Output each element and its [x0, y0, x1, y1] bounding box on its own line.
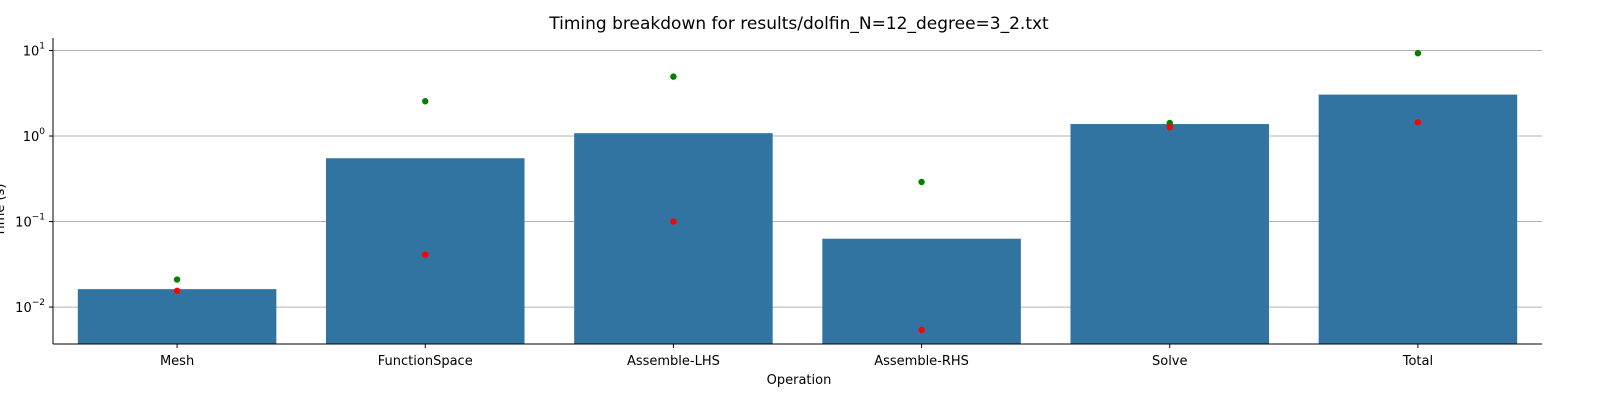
y-axis-label: Time (s) [0, 184, 8, 238]
bar [77, 289, 277, 344]
x-tick-label: Total [1402, 354, 1433, 369]
point [670, 73, 677, 80]
bars [77, 94, 1518, 344]
point [1166, 123, 1173, 131]
point [173, 287, 181, 294]
x-tick-label: Assemble-LHS [627, 354, 720, 369]
grid-lines [53, 49, 1542, 308]
point [422, 251, 429, 258]
x-tick-label: Mesh [160, 354, 194, 369]
x-tick-label: Solve [1152, 354, 1188, 369]
x-tick-label: FunctionSpace [378, 354, 473, 369]
point [1414, 49, 1422, 57]
bar [325, 158, 525, 344]
y-tick-label: 101 [23, 41, 45, 59]
point [173, 276, 181, 283]
bar [1070, 124, 1270, 344]
bar [1318, 94, 1518, 344]
y-tick-label: 100 [23, 127, 46, 145]
data-points [173, 49, 1422, 334]
y-tick-label: 10−1 [15, 213, 45, 231]
point [918, 326, 925, 334]
chart-title: Timing breakdown for results/dolfin_N=12… [548, 14, 1049, 34]
point [918, 178, 925, 186]
bar [574, 133, 773, 344]
point [422, 98, 429, 105]
point [670, 218, 677, 225]
bar [822, 238, 1021, 344]
point [1414, 119, 1422, 126]
x-tick-label: Assemble-RHS [874, 354, 969, 369]
y-tick-label: 10−2 [15, 298, 45, 316]
x-axis-label: Operation [767, 373, 832, 388]
x-ticks: Mesh FunctionSpace Assemble-LHS Assemble-RH… [160, 344, 1433, 369]
y-ticks: 10−2 10−1 100 101 [15, 41, 53, 316]
